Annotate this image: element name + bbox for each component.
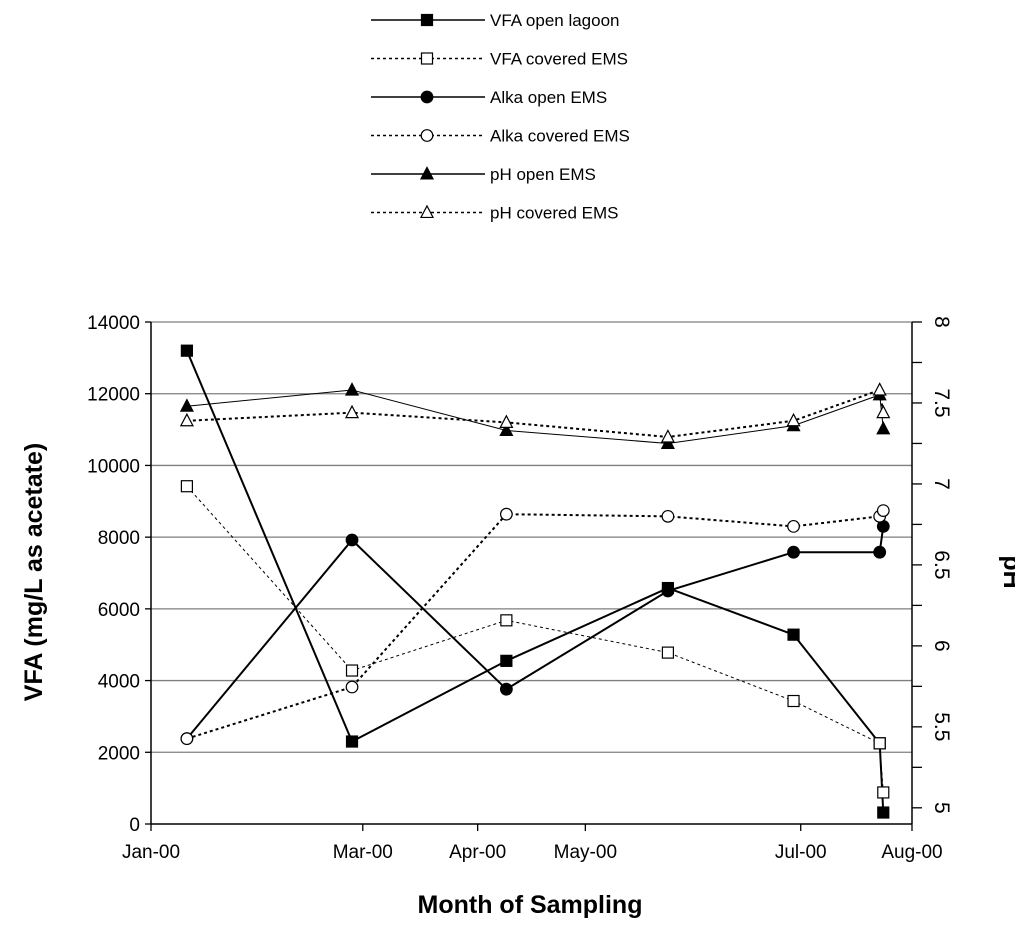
data-point <box>499 507 513 521</box>
y2-tick-label: 6.5 <box>930 550 953 579</box>
legend-marker <box>420 129 434 142</box>
y2-tick-label: 5.5 <box>930 712 953 741</box>
legend-entry: pH covered EMS <box>371 204 619 223</box>
x-tick-label: Mar-00 <box>333 842 393 863</box>
series-line <box>186 485 884 793</box>
legend-label: Alka covered EMS <box>490 127 630 146</box>
data-point <box>787 694 800 708</box>
y-tick-label: 4000 <box>98 672 140 693</box>
legend-entry: pH open EMS <box>371 165 596 184</box>
data-point <box>660 435 675 450</box>
gridlines <box>151 321 912 753</box>
data-point <box>500 614 513 627</box>
data-point <box>877 806 890 819</box>
data-point <box>180 480 193 493</box>
legend-label: VFA open lagoon <box>490 11 620 30</box>
legend-entry: Alka covered EMS <box>371 127 630 146</box>
legend-marker <box>419 204 435 219</box>
data-point <box>873 737 886 750</box>
legend-marker <box>420 52 434 65</box>
data-point <box>345 533 359 547</box>
data-point <box>661 584 675 598</box>
y-tick-label: 2000 <box>98 743 140 764</box>
x-tick-label: May-00 <box>554 842 617 863</box>
series-6 <box>179 382 891 443</box>
data-point <box>877 786 890 799</box>
series-line <box>186 388 885 438</box>
data-point <box>787 628 800 641</box>
legend-marker <box>420 13 434 27</box>
x-tick-label: Jan-00 <box>122 842 180 863</box>
data-point <box>873 545 887 559</box>
series-1 <box>180 344 890 819</box>
data-point <box>787 519 800 533</box>
data-point <box>661 646 675 659</box>
data-point <box>500 654 513 667</box>
legend-label: VFA covered EMS <box>490 50 628 69</box>
y2-tick-label: 6 <box>930 640 953 652</box>
data-point <box>786 412 801 427</box>
data-point <box>499 422 514 437</box>
data-point <box>345 735 359 748</box>
legend-marker <box>420 90 434 104</box>
data-point <box>499 682 513 696</box>
data-point <box>345 680 359 694</box>
y-tick-label: 8000 <box>98 528 140 549</box>
legend-entry: VFA covered EMS <box>371 50 628 69</box>
data-point <box>787 545 800 559</box>
series-2 <box>180 480 890 799</box>
data-point <box>180 732 194 746</box>
series-4 <box>180 504 890 746</box>
x-tick-label: Jul-00 <box>775 842 827 863</box>
data-point <box>180 344 193 357</box>
x-tick-label: Aug-00 <box>881 842 942 863</box>
series-3 <box>180 519 890 746</box>
y-tick-label: 6000 <box>98 600 140 621</box>
series-layer <box>179 344 891 819</box>
data-point <box>345 664 359 677</box>
y2-tick-label: 5 <box>930 802 953 814</box>
legend-marker <box>419 166 435 180</box>
data-point <box>876 504 890 518</box>
legend-entry: Alka open EMS <box>371 88 607 107</box>
legend-label: pH covered EMS <box>490 204 619 223</box>
y2-tick-label: 8 <box>930 316 953 328</box>
data-point <box>499 414 514 428</box>
data-point <box>179 412 194 427</box>
legend-label: Alka open EMS <box>490 88 607 107</box>
data-point <box>660 429 675 443</box>
x-axis-title: Month of Sampling <box>418 891 643 919</box>
y2-tick-label: 7.5 <box>930 388 953 417</box>
series-line <box>186 389 884 444</box>
axes: 0 2000 4000 6000 8000 10000 12000 14000 Jan-00 Ma… <box>87 313 953 863</box>
x-tick-label: Apr-00 <box>449 842 506 863</box>
data-point <box>872 382 887 396</box>
data-point <box>344 404 360 419</box>
series-line <box>185 350 885 813</box>
y-tick-label: 10000 <box>87 456 140 477</box>
data-point <box>179 398 194 412</box>
legend-label: pH open EMS <box>490 165 596 184</box>
legend: VFA open lagoon VFA covered EMS Alka open … <box>371 11 630 223</box>
y-axis-title: VFA (mg/L as acetate) <box>20 443 48 701</box>
data-point <box>876 404 891 419</box>
y-tick-label: 0 <box>129 815 140 836</box>
y2-axis-title: pH <box>998 555 1015 588</box>
y2-tick-label: 7 <box>930 478 953 490</box>
y-tick-label: 12000 <box>87 385 140 406</box>
data-point <box>876 420 891 435</box>
data-point <box>344 382 360 396</box>
data-point <box>661 509 675 523</box>
y-tick-label: 14000 <box>87 313 140 334</box>
series-line <box>186 510 885 740</box>
legend-entry: VFA open lagoon <box>371 11 620 30</box>
